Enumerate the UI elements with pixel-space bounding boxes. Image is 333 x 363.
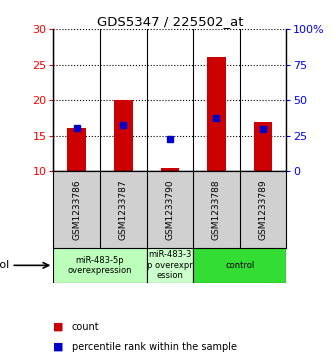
Bar bbox=[161, 168, 179, 171]
Bar bbox=[147, 248, 193, 283]
Text: miR-483-3
p overexpr
ession: miR-483-3 p overexpr ession bbox=[147, 250, 193, 280]
Title: GDS5347 / 225502_at: GDS5347 / 225502_at bbox=[97, 15, 243, 28]
Text: protocol: protocol bbox=[0, 260, 9, 270]
Text: GSM1233786: GSM1233786 bbox=[72, 179, 81, 240]
Text: GSM1233789: GSM1233789 bbox=[258, 179, 268, 240]
Text: ■: ■ bbox=[53, 322, 64, 332]
Bar bbox=[67, 128, 86, 171]
Text: GSM1233788: GSM1233788 bbox=[212, 179, 221, 240]
Text: GSM1233787: GSM1233787 bbox=[119, 179, 128, 240]
Text: ■: ■ bbox=[53, 342, 64, 352]
Text: control: control bbox=[225, 261, 254, 270]
Bar bbox=[254, 122, 272, 171]
Text: miR-483-5p
overexpression: miR-483-5p overexpression bbox=[68, 256, 132, 275]
Bar bbox=[114, 100, 133, 171]
Text: GSM1233790: GSM1233790 bbox=[165, 179, 174, 240]
Text: percentile rank within the sample: percentile rank within the sample bbox=[72, 342, 236, 352]
Bar bbox=[53, 248, 147, 283]
Bar bbox=[193, 248, 286, 283]
Text: count: count bbox=[72, 322, 99, 332]
Bar bbox=[207, 57, 226, 171]
